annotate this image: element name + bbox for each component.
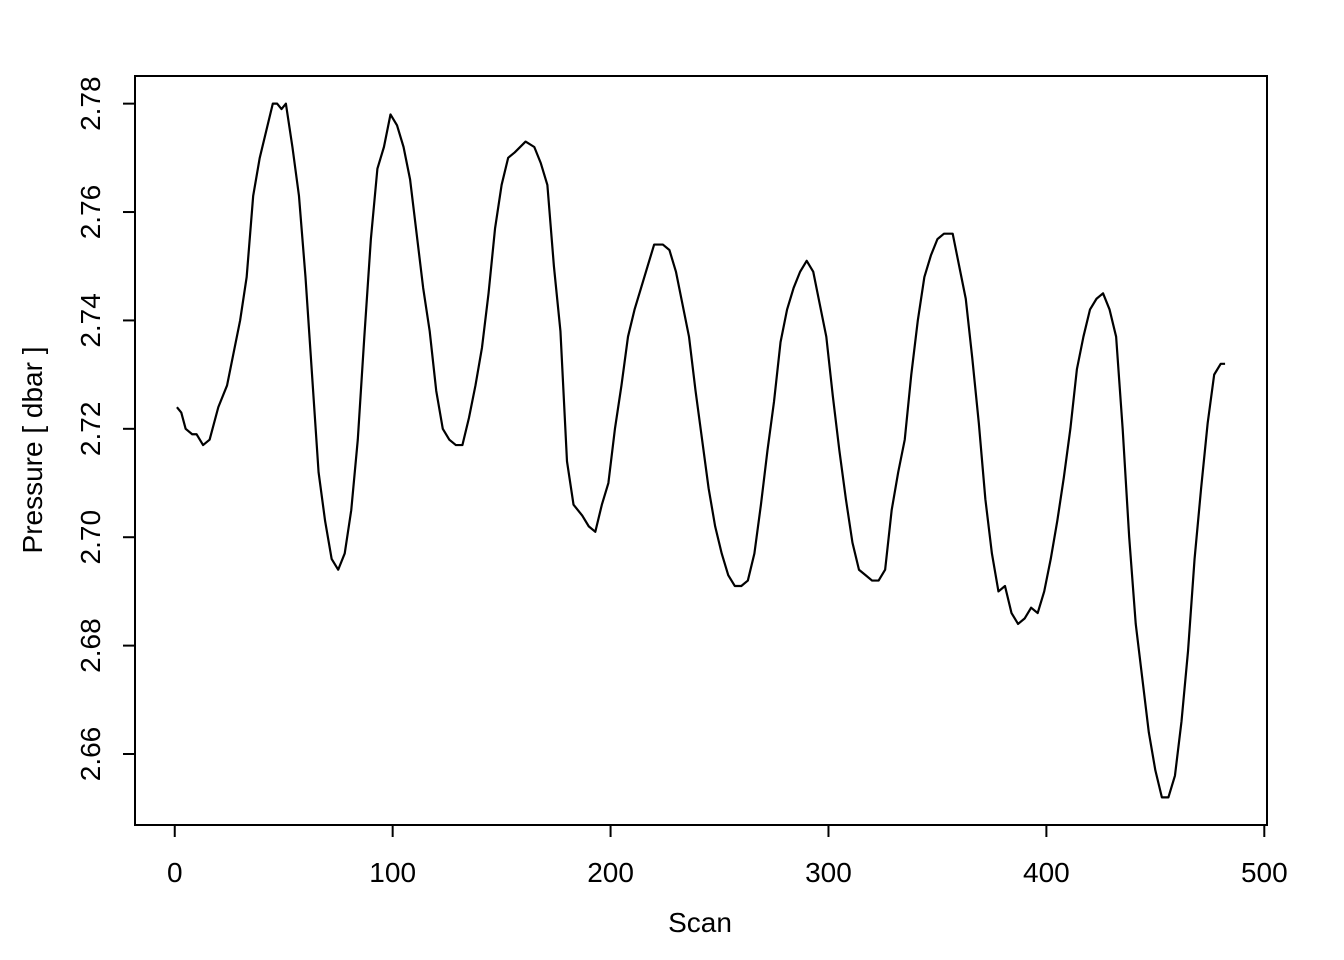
data-line [176, 102, 1226, 799]
y-tick-label: 2.70 [75, 510, 106, 565]
y-tick-label: 2.66 [75, 727, 106, 782]
x-tick-label: 100 [369, 857, 416, 888]
y-axis-label: Pressure [ dbar ] [17, 347, 48, 554]
y-tick-label: 2.76 [75, 185, 106, 240]
y-tick-label: 2.72 [75, 402, 106, 457]
x-tick-label: 0 [167, 857, 183, 888]
y-tick-label: 2.74 [75, 293, 106, 348]
x-tick-label: 200 [587, 857, 634, 888]
plot-box [134, 75, 1268, 826]
x-tick-label: 400 [1023, 857, 1070, 888]
y-tick-label: 2.78 [75, 76, 106, 131]
x-axis-label: Scan [668, 907, 732, 938]
x-tick-label: 500 [1241, 857, 1288, 888]
y-tick-label: 2.68 [75, 618, 106, 673]
x-tick-label: 300 [805, 857, 852, 888]
